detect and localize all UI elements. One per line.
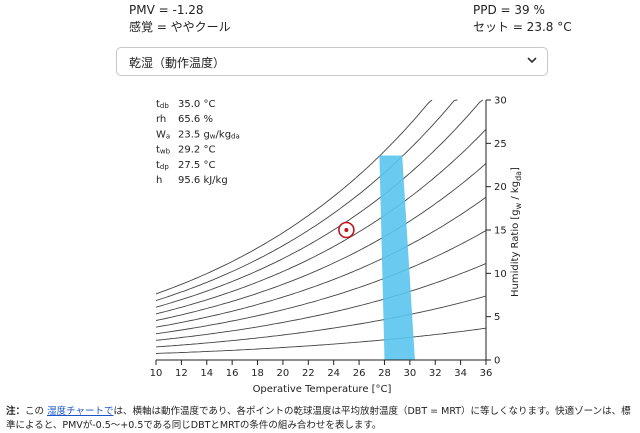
readout-value: 29.2 °C <box>178 145 215 156</box>
y-label-part: ] <box>510 167 521 171</box>
x-tick-label-16: 16 <box>226 368 239 379</box>
chevron-down-icon <box>527 57 537 64</box>
x-tick-label-28: 28 <box>378 368 391 379</box>
rh-curve-70 <box>155 128 487 315</box>
readout-label-sub: wb <box>160 148 171 156</box>
y-label-part: Humidity Ratio [g <box>510 209 521 297</box>
readout-label-sub: a <box>166 132 170 140</box>
y-tick-label-30: 30 <box>494 96 507 107</box>
comfort-zone <box>379 155 415 360</box>
results-right: PPD = 39 % セット = 23.8 °C <box>473 2 572 36</box>
psychrometric-chart-link[interactable]: 湿度チャートで <box>47 406 114 417</box>
y-tick-label-10: 10 <box>494 269 507 280</box>
note-text-2: は、横軸は動作温度であり、各ポイントの乾球温度は平均放射温度（DBT = MRT… <box>6 406 631 431</box>
chart-type-select[interactable]: 乾湿（動作温度） <box>116 47 548 76</box>
x-tick-label-34: 34 <box>454 368 467 379</box>
rh-curve-60 <box>155 163 487 321</box>
set-value: セット = 23.8 °C <box>473 20 572 34</box>
y-tick-label-25: 25 <box>494 139 507 150</box>
x-tick-label-12: 12 <box>175 368 188 379</box>
rh-curve-100 <box>155 99 433 295</box>
readout-value-sub: w <box>210 132 216 140</box>
y-label-part: w <box>514 202 523 209</box>
results-left: PMV = -1.28 感覚 = ややクール <box>129 2 231 36</box>
pmv-value: PMV = -1.28 <box>129 3 204 17</box>
current-point[interactable] <box>338 221 355 239</box>
sensation-value: 感覚 = ややクール <box>129 20 231 34</box>
readout-value-sub2: da <box>231 132 240 140</box>
x-tick-label-14: 14 <box>200 368 213 379</box>
rh-curve-90 <box>155 99 458 302</box>
readout-label-sub: db <box>160 102 169 110</box>
readout-label: twb <box>156 145 171 156</box>
x-axis: 10 12 14 16 18 20 22 24 26 28 30 32 34 36 <box>150 359 493 379</box>
rh-curve-40 <box>155 230 487 335</box>
readout-label: h <box>156 175 162 186</box>
y-tick-label-15: 15 <box>494 226 507 237</box>
comfort-zone-area <box>379 155 415 360</box>
psychrometric-chart[interactable]: 10 12 14 16 18 20 22 24 26 28 30 32 34 36 0 5 10 15 20 25 3… <box>0 0 640 405</box>
rh-curve-80 <box>155 99 484 308</box>
state-readout: tdb 35.0 °C rh 65.6 % Wa 23.5 gw/kgda twb 29.2 … <box>156 99 240 186</box>
x-tick-label-24: 24 <box>327 368 340 379</box>
y-axis: 0 5 10 15 20 25 30 Humidity Ratio [gw / kgda] <box>485 96 523 367</box>
y-tick-label-5: 5 <box>494 312 500 323</box>
note-bold: 注： <box>6 406 26 417</box>
readout-label: tdb <box>156 99 169 110</box>
chart-type-select-value: 乾湿（動作温度） <box>129 56 226 70</box>
y-label-part: da <box>514 171 523 181</box>
rh-curve-10 <box>155 327 487 354</box>
x-axis-label: Operative Temperature [°C] <box>253 384 392 395</box>
x-tick-label-20: 20 <box>277 368 290 379</box>
readout-label-sub: dp <box>160 163 169 171</box>
rh-curve-50 <box>155 196 487 328</box>
rh-curves <box>155 99 487 354</box>
x-tick-label-18: 18 <box>251 368 264 379</box>
y-label-part: / kg <box>510 181 521 203</box>
y-tick-label-20: 20 <box>494 182 507 193</box>
readout-value: 27.5 °C <box>178 160 215 171</box>
x-tick-label-10: 10 <box>150 368 163 379</box>
readout-label: Wa <box>156 129 170 140</box>
readout-value: 65.6 % <box>178 114 213 125</box>
x-tick-label-22: 22 <box>302 368 315 379</box>
rh-curve-30 <box>155 263 487 341</box>
x-tick-label-26: 26 <box>353 368 366 379</box>
readout-value: 95.6 kJ/kg <box>178 175 228 186</box>
rh-curve-20 <box>155 295 487 348</box>
readout-label: rh <box>156 114 166 125</box>
readout-label: tdp <box>156 160 169 171</box>
readout-value: 35.0 °C <box>178 99 215 110</box>
readout-value: 23.5 gw/kgda <box>178 129 240 140</box>
readout-value-rest: /kg <box>216 129 232 140</box>
x-tick-label-32: 32 <box>429 368 442 379</box>
footnote: 注：この 湿度チャートでは、横軸は動作温度であり、各ポイントの乾球温度は平均放射… <box>6 405 634 433</box>
y-axis-label: Humidity Ratio [gw / kgda] <box>510 167 523 297</box>
note-text-1: この <box>25 406 45 417</box>
x-tick-label-36: 36 <box>480 368 493 379</box>
y-tick-label-0: 0 <box>494 356 500 367</box>
x-tick-label-30: 30 <box>403 368 416 379</box>
point-dot[interactable] <box>344 228 349 232</box>
ppd-value: PPD = 39 % <box>473 3 545 17</box>
